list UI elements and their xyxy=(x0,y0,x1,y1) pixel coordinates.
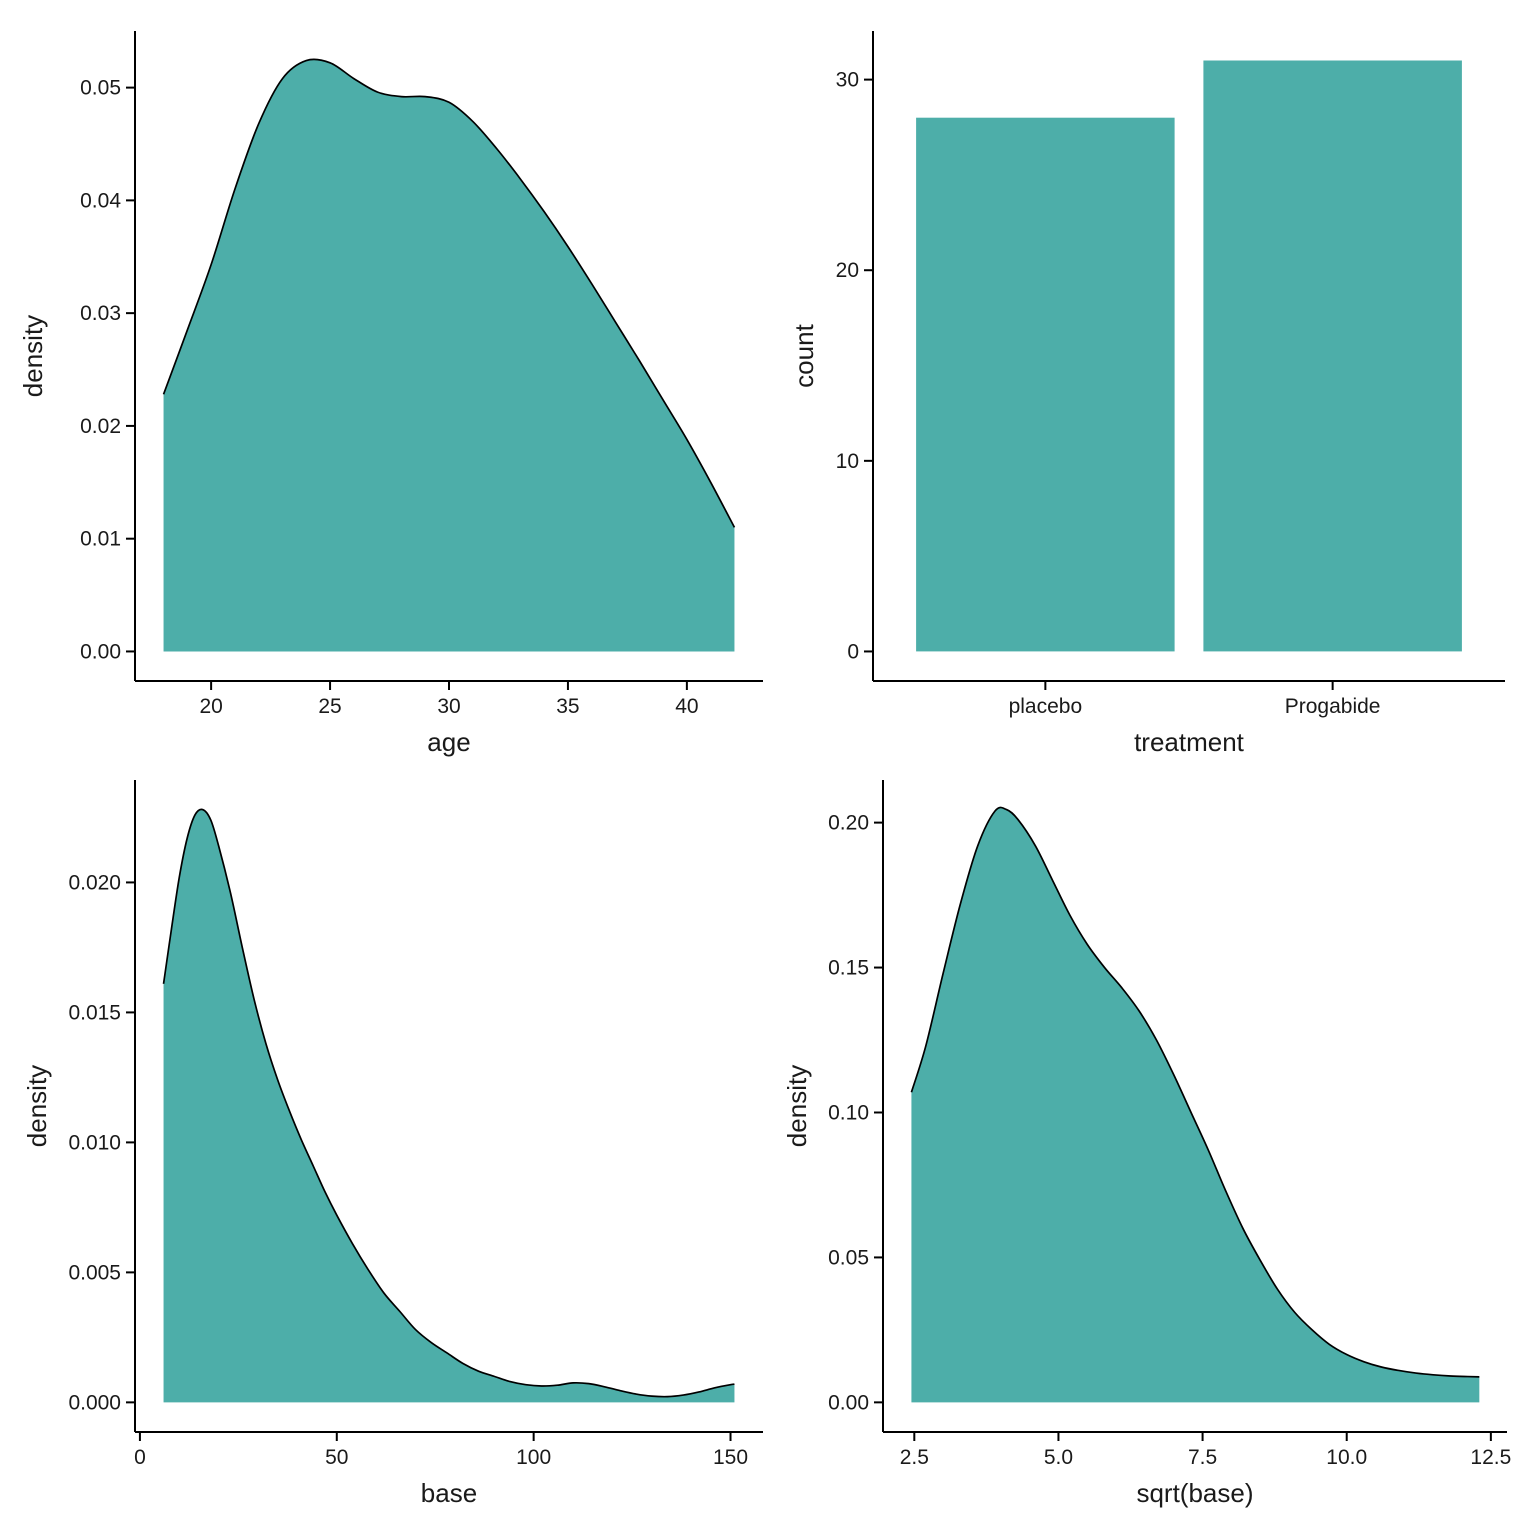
y-tick-label: 0.02 xyxy=(80,415,121,438)
x-tick-label: Progabide xyxy=(1285,695,1381,718)
y-tick-label: 0.005 xyxy=(68,1261,121,1284)
x-tick-label: 7.5 xyxy=(1188,1446,1217,1469)
x-axis-title: sqrt(base) xyxy=(1136,1478,1253,1508)
y-tick-label: 0.000 xyxy=(68,1391,121,1414)
density-curve-outline xyxy=(162,58,736,528)
y-tick-label: 0 xyxy=(847,640,859,663)
treatment-count-chart: placebo Progabide 0 10 20 30 treatment count xyxy=(789,31,1505,757)
density-area xyxy=(911,807,1480,1403)
y-tick-label: 0.020 xyxy=(68,871,121,894)
y-tick-label: 0.01 xyxy=(80,528,121,551)
y-tick-label: 0.05 xyxy=(80,77,121,100)
y-tick-label: 0.015 xyxy=(68,1001,121,1024)
y-tick-label: 30 xyxy=(836,69,859,92)
x-tick-label: 150 xyxy=(713,1446,748,1469)
density-curve-outline xyxy=(162,808,735,1398)
x-tick-label: 0 xyxy=(134,1446,146,1469)
base-density-chart: 0 50 100 150 0.000 0.005 0.010 0.015 0.020 base de… xyxy=(22,780,763,1508)
panel-treatment-count: placebo Progabide 0 10 20 30 treatment count xyxy=(768,0,1536,768)
x-axis-title: treatment xyxy=(1134,727,1245,757)
x-tick-label: 100 xyxy=(516,1446,551,1469)
x-tick-label: 10.0 xyxy=(1326,1446,1367,1469)
bar-progabide xyxy=(1203,60,1462,652)
y-axis-title: count xyxy=(789,323,819,387)
x-tick-label: 2.5 xyxy=(900,1446,929,1469)
panel-sqrt-base-density: 2.5 5.0 7.5 10.0 12.5 0.00 0.05 0.10 0.15 0.20 sqr… xyxy=(768,768,1536,1536)
panel-age-density: 20 25 30 35 40 0.00 0.01 0.02 0.03 0.04 0.05 age den… xyxy=(0,0,768,768)
density-area xyxy=(163,59,735,652)
y-tick-label: 0.10 xyxy=(828,1101,869,1124)
x-tick-label: 5.0 xyxy=(1044,1446,1073,1469)
x-tick-label: 12.5 xyxy=(1470,1446,1511,1469)
x-tick-label: 50 xyxy=(325,1446,348,1469)
age-density-chart: 20 25 30 35 40 0.00 0.01 0.02 0.03 0.04 0.05 age den… xyxy=(18,31,763,757)
y-tick-label: 0.03 xyxy=(80,302,121,325)
y-tick-label: 0.05 xyxy=(828,1246,869,1269)
x-tick-label: 40 xyxy=(675,695,698,718)
x-tick-label: 35 xyxy=(556,695,579,718)
x-axis-title: age xyxy=(427,727,470,757)
y-tick-label: 20 xyxy=(836,259,859,282)
x-tick-label: 20 xyxy=(199,695,222,718)
y-tick-label: 0.010 xyxy=(68,1131,121,1154)
y-tick-label: 10 xyxy=(836,450,859,473)
y-tick-label: 0.00 xyxy=(828,1391,869,1414)
y-axis-title: density xyxy=(782,1065,812,1147)
y-tick-label: 0.15 xyxy=(828,957,869,980)
y-tick-label: 0.04 xyxy=(80,189,121,212)
density-curve-outline xyxy=(910,806,1480,1378)
density-area xyxy=(163,809,735,1403)
x-tick-label: 30 xyxy=(437,695,460,718)
bar-placebo xyxy=(916,117,1175,652)
y-tick-label: 0.00 xyxy=(80,640,121,663)
x-tick-label: 25 xyxy=(318,695,341,718)
x-tick-label: placebo xyxy=(1009,695,1083,718)
y-axis-title: density xyxy=(18,315,48,397)
y-axis-title: density xyxy=(22,1065,52,1147)
sqrt-base-density-chart: 2.5 5.0 7.5 10.0 12.5 0.00 0.05 0.10 0.15 0.20 sqr… xyxy=(782,780,1511,1508)
panel-base-density: 0 50 100 150 0.000 0.005 0.010 0.015 0.020 base de… xyxy=(0,768,768,1536)
x-axis-title: base xyxy=(421,1478,477,1508)
y-tick-label: 0.20 xyxy=(828,812,869,835)
